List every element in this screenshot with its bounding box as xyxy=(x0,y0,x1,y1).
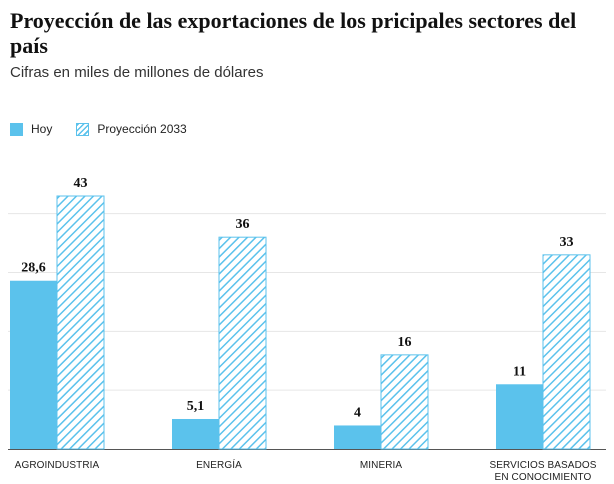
bar-hoy-1 xyxy=(172,418,219,449)
bar-hoy-0 xyxy=(10,280,57,449)
data-label-hoy-3: 11 xyxy=(513,364,526,379)
bar-hoy-2 xyxy=(334,425,381,449)
legend-label-hoy: Hoy xyxy=(31,122,53,136)
bar-proyeccion-1 xyxy=(218,236,267,450)
legend-item-hoy: Hoy xyxy=(10,122,52,136)
category-label-line: SERVICIOS BASADOS xyxy=(489,460,597,471)
data-label-hoy-0: 28,6 xyxy=(21,261,46,276)
data-label-proyeccion-0: 43 xyxy=(74,176,88,191)
bar-hoy-3 xyxy=(496,384,543,449)
bar-proyeccion-3 xyxy=(542,254,591,450)
legend-label-proyeccion: Proyección 2033 xyxy=(97,122,187,136)
chart-subtitle: Cifras en miles de millones de dólares xyxy=(10,64,264,81)
category-label-3: SERVICIOS BASADOS EN CONOCIMIENTO xyxy=(483,460,603,484)
data-label-proyeccion-3: 33 xyxy=(560,235,574,250)
legend-item-proyeccion: Proyección 2033 xyxy=(76,122,187,136)
data-label-proyeccion-2: 16 xyxy=(398,335,412,350)
data-label-proyeccion-1: 36 xyxy=(236,217,250,232)
legend-swatch-proyeccion xyxy=(76,122,90,136)
data-label-hoy-2: 4 xyxy=(354,405,361,420)
bar-proyeccion-0 xyxy=(56,195,105,450)
chart-title: Proyección de las exportaciones de los p… xyxy=(10,8,577,58)
legend-swatch-hoy xyxy=(10,122,23,136)
category-label-line: ENERGÍA xyxy=(196,460,242,471)
category-label-line: MINERIA xyxy=(359,460,403,471)
category-label-0: AGROINDUSTRIA xyxy=(0,460,117,472)
bar-proyeccion-2 xyxy=(380,354,429,450)
category-label-line: AGROINDUSTRIA xyxy=(14,460,100,471)
category-label-2: MINERIA xyxy=(321,460,441,472)
category-label-line: EN CONOCIMIENTO xyxy=(494,472,592,483)
legend: Hoy Proyección 2033 xyxy=(10,122,211,136)
data-label-hoy-1: 5,1 xyxy=(187,399,205,414)
category-label-1: ENERGÍA xyxy=(159,460,279,472)
